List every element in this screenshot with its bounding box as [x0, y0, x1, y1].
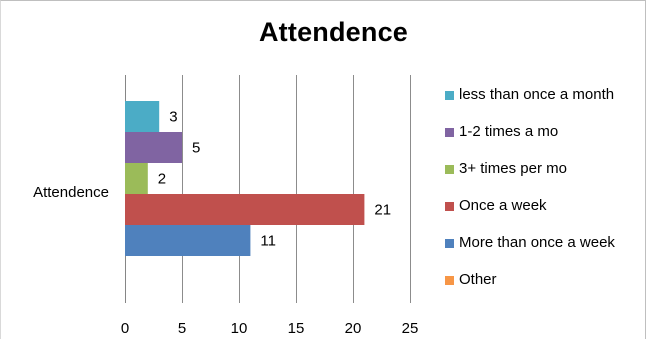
legend-item: Once a week: [445, 196, 547, 216]
bar: [125, 163, 148, 194]
legend-label: 1-2 times a mo: [459, 123, 559, 140]
legend-item: less than once a month: [445, 85, 614, 105]
x-axis-ticks: 0 5 10 15 20 25: [121, 320, 419, 337]
x-tick-label: 5: [178, 320, 186, 337]
legend-label: 3+ times per mo: [459, 160, 567, 177]
data-label: 3: [169, 109, 177, 126]
legend-label: less than once a month: [459, 86, 615, 103]
bar: [125, 132, 182, 163]
x-tick-label: 25: [402, 320, 419, 337]
legend-swatch: [445, 201, 454, 211]
legend-item: 3+ times per mo: [445, 159, 567, 179]
legend-label: More than once a week: [459, 234, 615, 251]
bar: [125, 194, 365, 225]
legend-swatch: [445, 127, 454, 137]
x-tick-label: 20: [345, 320, 362, 337]
legend-label: Other: [459, 271, 497, 288]
x-tick-label: 15: [288, 320, 305, 337]
bar: [125, 101, 160, 132]
x-tick-label: 0: [121, 320, 129, 337]
data-label: 11: [260, 233, 276, 250]
legend-item: 1-2 times a mo: [445, 122, 558, 142]
data-label: 2: [158, 171, 166, 188]
data-label: 21: [374, 202, 391, 219]
chart-title: Attendence: [258, 17, 409, 47]
legend-item: More than once a week: [445, 233, 615, 253]
legend-swatch: [445, 275, 454, 285]
data-label: 5: [192, 140, 200, 157]
data-labels: 35 2 21 11: [158, 109, 391, 250]
x-tick-label: 10: [231, 320, 248, 337]
legend-swatch: [445, 90, 454, 100]
y-category-label: Attendence: [33, 184, 109, 201]
legend-item: Other: [445, 270, 497, 290]
bar: [125, 225, 251, 256]
bars: [125, 101, 365, 256]
legend-label: Once a week: [459, 197, 547, 214]
legend-swatch: [445, 164, 454, 174]
legend-swatch: [445, 238, 454, 248]
y-axis-categories: Attendence: [33, 184, 109, 201]
